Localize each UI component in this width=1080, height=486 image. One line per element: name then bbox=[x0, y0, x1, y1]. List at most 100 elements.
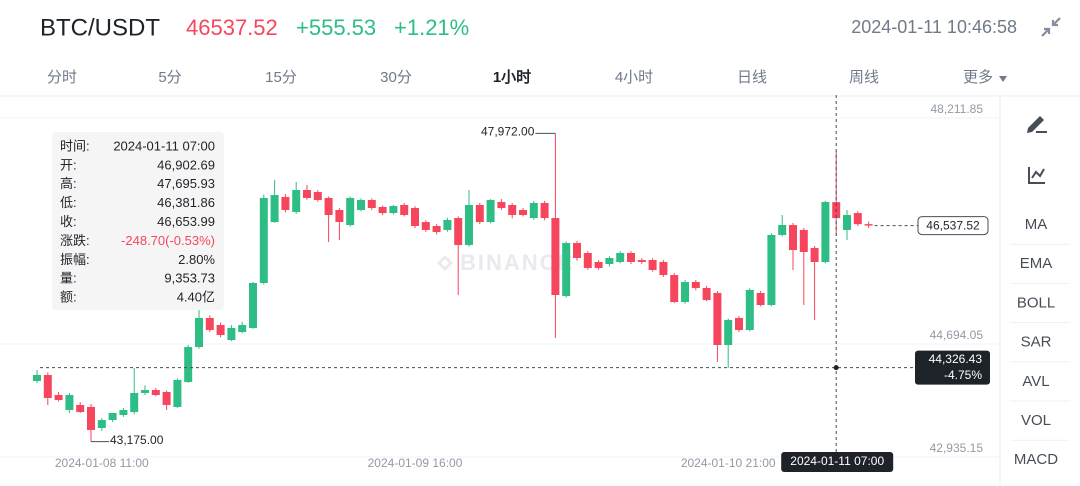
indicator[interactable]: EMA bbox=[1020, 255, 1053, 272]
candle-body bbox=[573, 243, 581, 258]
candle-body bbox=[281, 197, 290, 210]
candle-body bbox=[346, 197, 355, 226]
indicator-icon[interactable] bbox=[1028, 167, 1045, 184]
tooltip-value: 47,695.93 bbox=[157, 176, 215, 191]
candle-body bbox=[529, 202, 538, 219]
crosshair-price: 44,326.43 bbox=[929, 352, 983, 366]
candle-body bbox=[508, 204, 517, 216]
tab[interactable]: 1小时 bbox=[493, 69, 531, 86]
candle-body bbox=[745, 289, 754, 331]
candle-body bbox=[357, 199, 365, 210]
candle-body bbox=[184, 347, 193, 382]
tab[interactable]: 更多 bbox=[963, 69, 993, 86]
candle-body bbox=[843, 215, 851, 230]
candle-body bbox=[540, 202, 549, 219]
candle-body bbox=[43, 374, 52, 398]
candle-body bbox=[97, 420, 106, 428]
candle-body bbox=[594, 261, 603, 269]
candle-body bbox=[324, 197, 333, 216]
candle-body bbox=[519, 209, 527, 216]
candle-body bbox=[238, 324, 247, 333]
candle-body bbox=[151, 390, 160, 396]
indicator[interactable]: SAR bbox=[1021, 334, 1052, 351]
candle-body bbox=[119, 409, 128, 416]
candle-body bbox=[378, 206, 387, 214]
candle-body bbox=[637, 259, 646, 262]
indicator[interactable]: MA bbox=[1025, 216, 1048, 233]
change: +555.53 bbox=[296, 15, 376, 40]
candle-body bbox=[270, 195, 279, 223]
candle-body bbox=[400, 204, 409, 216]
candle-body bbox=[389, 206, 398, 214]
candle-body bbox=[205, 317, 214, 331]
candle-body bbox=[432, 225, 441, 233]
candle-body bbox=[108, 413, 117, 421]
tab[interactable]: 日线 bbox=[737, 69, 767, 86]
tooltip-key: 高: bbox=[60, 176, 77, 191]
tooltip-bg bbox=[52, 132, 224, 310]
tooltip-key: 额: bbox=[60, 290, 77, 305]
candle-body bbox=[627, 252, 635, 262]
candle-body bbox=[313, 192, 322, 200]
candle-body bbox=[659, 261, 668, 276]
candle-body bbox=[443, 220, 452, 230]
candle-body bbox=[767, 234, 776, 306]
last-price-box bbox=[917, 216, 989, 236]
tooltip-value: 46,653.99 bbox=[157, 214, 215, 229]
candle-body bbox=[810, 248, 819, 262]
tooltip-key: 振幅: bbox=[60, 252, 90, 267]
candle-body bbox=[605, 257, 614, 265]
candle-body bbox=[259, 197, 268, 283]
tooltip-value: 4.40亿 bbox=[177, 290, 215, 305]
candle-body bbox=[195, 317, 203, 348]
tab[interactable]: 30分 bbox=[380, 69, 412, 86]
x-tick-label: 2024-01-08 11:00 bbox=[55, 456, 149, 470]
candle-body bbox=[249, 282, 257, 329]
change-pct: +1.21% bbox=[394, 15, 469, 40]
tooltip-value: 2024-01-11 07:00 bbox=[113, 138, 215, 153]
tooltip-key: 涨跌: bbox=[60, 233, 90, 248]
tooltip-value: -248.70(-0.53%) bbox=[121, 233, 215, 248]
tooltip-key: 时间: bbox=[60, 138, 90, 153]
crosshair-time: 2024-01-11 07:00 bbox=[790, 454, 884, 468]
tooltip-key: 开: bbox=[60, 157, 77, 172]
candle-body bbox=[691, 282, 700, 288]
x-tick-label: 2024-01-10 21:00 bbox=[681, 456, 776, 470]
candle-body bbox=[292, 190, 301, 212]
watermark-logo bbox=[437, 255, 453, 271]
collapse-icon[interactable] bbox=[1041, 17, 1061, 37]
indicator[interactable]: MACD bbox=[1014, 451, 1058, 468]
candle-body bbox=[799, 229, 808, 253]
pair: BTC/USDT bbox=[40, 14, 160, 41]
tab[interactable]: 周线 bbox=[849, 69, 879, 86]
candle-body bbox=[227, 328, 236, 341]
tooltip-value: 2.80% bbox=[178, 252, 215, 267]
last-price-label: 46,537.52 bbox=[926, 219, 980, 233]
candle-body bbox=[681, 282, 689, 302]
tab[interactable]: 5分 bbox=[158, 69, 181, 86]
candle-body bbox=[724, 319, 733, 345]
candle-body bbox=[789, 225, 797, 251]
tab[interactable]: 4小时 bbox=[615, 69, 653, 86]
candle-body bbox=[497, 202, 506, 209]
candle-body bbox=[702, 287, 711, 301]
indicator[interactable]: VOL bbox=[1021, 412, 1051, 429]
candle-body bbox=[756, 293, 765, 306]
candle-body bbox=[141, 390, 149, 393]
candle-body bbox=[778, 225, 787, 235]
y-tick-label: 42,935.15 bbox=[930, 441, 984, 455]
min-label: 43,175.00 bbox=[110, 433, 164, 447]
tab[interactable]: 15分 bbox=[265, 69, 297, 86]
price: 46537.52 bbox=[186, 15, 278, 40]
candle-body bbox=[173, 379, 182, 407]
tooltip-value: 9,353.73 bbox=[164, 271, 215, 286]
indicator[interactable]: AVL bbox=[1022, 373, 1049, 390]
candle-body bbox=[216, 324, 225, 336]
y-tick-label: 44,694.05 bbox=[930, 328, 984, 342]
candle-body bbox=[713, 293, 722, 345]
draw-icon[interactable] bbox=[1027, 116, 1047, 133]
indicator[interactable]: BOLL bbox=[1017, 294, 1055, 311]
tab[interactable]: 分时 bbox=[47, 69, 77, 86]
